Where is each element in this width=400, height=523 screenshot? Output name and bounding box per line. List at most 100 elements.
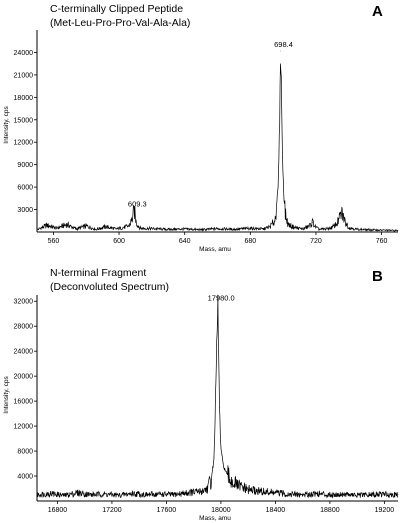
panel-b-title: N-terminal Fragment: [50, 267, 146, 279]
panel-b-data-point: [206, 488, 208, 489]
panel-b: N-terminal Fragment (Deconvoluted Spectr…: [3, 267, 399, 522]
panel-b-data-point: [219, 407, 220, 408]
panel-b-data-point: [397, 494, 399, 496]
panel-b-data-point: [315, 493, 317, 494]
panel-a-y-tick-label: 18000: [14, 95, 34, 102]
panel-a-data-point: [151, 228, 153, 229]
panel-b-letter: B: [372, 268, 383, 285]
panel-a-data-point: [285, 215, 286, 216]
panel-b-data-point: [384, 493, 385, 495]
panel-a-data-point: [135, 222, 137, 224]
panel-b-data-point: [145, 494, 147, 496]
panel-a-data-point: [140, 227, 141, 229]
panel-a-x-tick-label: 560: [48, 238, 60, 245]
panel-a-data-point: [281, 82, 282, 83]
panel-a-data-point: [325, 228, 327, 230]
panel-b-x-tick-label: 19200: [375, 507, 395, 514]
panel-b-data-point: [186, 492, 188, 494]
panel-a-y-tick-label: 3000: [17, 207, 33, 214]
panel-b-data-point: [224, 469, 226, 471]
panel-a-data-point: [250, 227, 251, 229]
panel-a-data-point: [66, 224, 67, 225]
panel-b-data-point: [231, 480, 233, 482]
panel-b-data-point: [222, 463, 224, 464]
panel-a-data-point: [46, 224, 48, 226]
panel-b-data-point: [343, 493, 344, 495]
panel-a-data-point: [36, 229, 38, 231]
panel-a-data-point: [294, 227, 295, 228]
panel-b-peak-label: 17980.0: [208, 293, 235, 302]
panel-b-y-tick-label: 16000: [14, 399, 34, 406]
panel-a-y-tick-label: 12000: [14, 140, 34, 147]
panel-b-y-tick-label: 20000: [14, 374, 34, 381]
panel-b-data-point: [217, 304, 219, 305]
panel-b-data-point: [216, 344, 218, 346]
panel-b-data-point: [77, 492, 79, 494]
panel-a-data-point: [332, 227, 333, 228]
panel-b-data-point: [172, 494, 174, 496]
panel-a-subtitle: (Met-Leu-Pro-Pro-Val-Ala-Ala): [50, 17, 190, 29]
panel-a-peak-label: 609.3: [128, 199, 147, 208]
panel-a-data-point: [348, 227, 350, 228]
panel-b-y-tick-label: 32000: [14, 299, 34, 306]
panel-a-data-point: [269, 226, 271, 228]
panel-b-data-point: [213, 457, 215, 458]
panel-a-data-point: [397, 230, 399, 231]
panel-a-data-point: [200, 229, 202, 231]
panel-b-data-point: [132, 493, 133, 494]
panel-a-data-point: [217, 228, 218, 229]
panel-b-y-tick-label: 12000: [14, 424, 34, 431]
panel-a-x-tick-label: 680: [244, 238, 256, 245]
panel-a-y-axis-label: Intensity, cps: [3, 106, 10, 144]
panel-a-data-point: [309, 225, 310, 227]
panel-a-y-tick-label: 9000: [17, 162, 33, 169]
panel-b-data-point: [247, 489, 249, 491]
panel-a-data-point: [56, 227, 57, 229]
panel-a-data-point: [167, 229, 169, 230]
panel-a-data-point: [302, 228, 304, 230]
panel-a-data-point: [131, 218, 133, 220]
panel-b-spectrum-line: [36, 294, 399, 499]
panel-a-peak-label: 698.4: [274, 40, 293, 49]
panel-b-data-point: [91, 494, 92, 496]
panel-a-data-point: [105, 226, 107, 228]
panel-b-subtitle: (Deconvoluted Spectrum): [50, 281, 169, 293]
panel-a-data-point: [312, 221, 313, 223]
panel-a-x-tick-label: 760: [376, 238, 388, 245]
panel-a-x-tick-label: 600: [113, 238, 125, 245]
panel-a-y-tick-label: 24000: [14, 50, 34, 57]
panel-a-data-point: [341, 212, 343, 214]
panel-b-data-point: [261, 491, 263, 492]
panel-b-data-point: [200, 491, 201, 492]
panel-a-data-point: [344, 220, 345, 222]
panel-b-data-point: [215, 400, 216, 402]
panel-a-data-point: [134, 210, 135, 211]
panel-b-data-point: [221, 453, 222, 455]
panel-b-data-point: [329, 494, 331, 496]
panel-a-letter: A: [372, 3, 383, 20]
panel-a-data-point: [274, 220, 276, 222]
panel-a-data-point: [184, 228, 185, 230]
panel-b-data-point: [104, 493, 106, 495]
panel-a-data-point: [128, 225, 130, 227]
panel-b-data-point: [302, 494, 303, 496]
panel-b-y-tick-label: 8000: [17, 449, 33, 456]
panel-b-data-point: [275, 492, 276, 494]
panel-b-data-point: [36, 494, 38, 496]
panel-b-data-point: [370, 494, 372, 496]
panel-a-data-point: [336, 222, 338, 224]
panel-a: C-terminally Clipped Peptide (Met-Leu-Pr…: [3, 3, 399, 253]
panel-a-data-point: [287, 224, 289, 225]
panel-a-data-point: [85, 225, 87, 227]
panel-b-data-point: [159, 493, 160, 495]
panel-a-data-point: [340, 215, 341, 216]
panel-b-x-tick-label: 18400: [266, 507, 286, 514]
panel-a-data-point: [76, 228, 77, 230]
panel-b-data-point: [220, 441, 221, 442]
panel-b-y-tick-label: 4000: [17, 474, 33, 481]
panel-a-data-point: [263, 228, 264, 230]
panel-a-x-axis-label: Mass, amu: [199, 246, 231, 253]
panel-a-title: C-terminally Clipped Peptide: [50, 3, 183, 15]
panel-a-data-point: [282, 156, 283, 158]
